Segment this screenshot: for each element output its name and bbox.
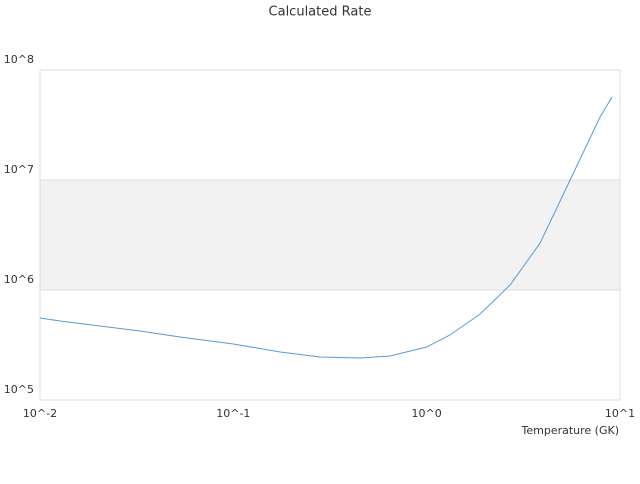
y-tick-label: 10^7 <box>4 163 34 176</box>
y-tick-label: 10^6 <box>4 273 34 286</box>
line <box>39 96 613 359</box>
band <box>40 180 620 290</box>
x-axis-label: Temperature (GK) <box>521 424 620 437</box>
chart-title: Calculated Rate <box>269 5 372 20</box>
x-tick-label: 10^-1 <box>216 407 250 420</box>
y-tick-label: 10^5 <box>4 383 34 396</box>
x-tick-label: 10^1 <box>605 407 635 420</box>
x-tick-label: 10^-2 <box>23 407 57 420</box>
y-tick-label: 10^8 <box>4 53 34 66</box>
x-tick-label: 10^0 <box>412 407 442 420</box>
